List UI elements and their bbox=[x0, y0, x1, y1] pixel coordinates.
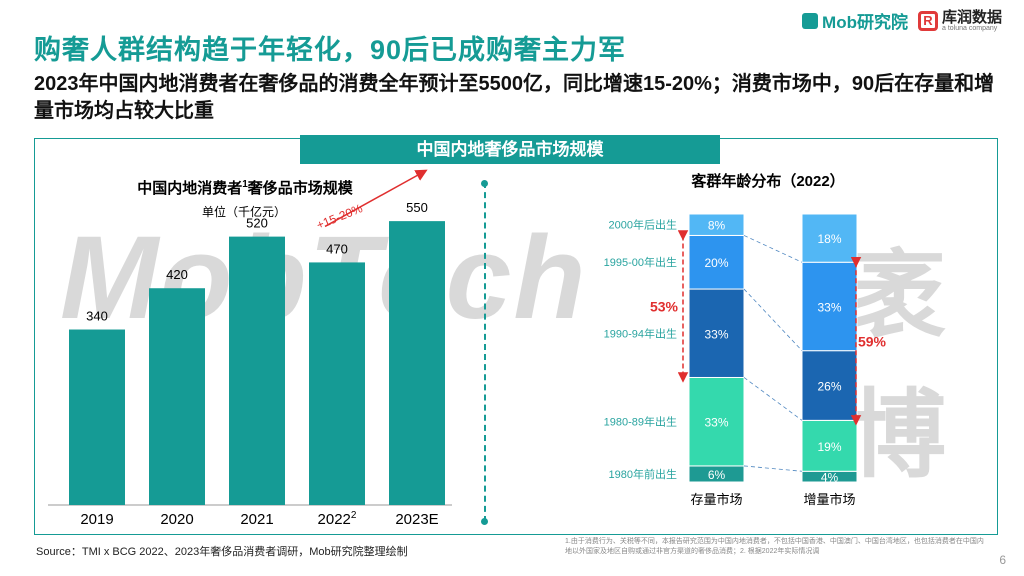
kuxun-logo: R 库润数据 a toluna company bbox=[917, 8, 1002, 32]
segment-connector bbox=[743, 377, 803, 421]
segment-value-label: 33% bbox=[704, 327, 728, 341]
x-tick-label: 2019 bbox=[80, 511, 113, 528]
page-subtitle: 2023年中国内地消费者在奢侈品的消费全年预计至5500亿，同比增速15-20%… bbox=[34, 73, 995, 122]
stack-category-label: 存量市场 bbox=[690, 492, 742, 507]
bar-2019 bbox=[69, 329, 125, 505]
bar-value-label: 520 bbox=[246, 216, 268, 231]
x-tick-label: 2023E bbox=[395, 511, 438, 528]
mob-logo: Mob研究院 bbox=[802, 8, 908, 33]
footnote: 1.由于消费行为、关税等不同，本报告研究范围为中国内地消费者，不包括中国香港、中… bbox=[565, 538, 984, 555]
page-number: 6 bbox=[999, 553, 1006, 567]
x-tick-label: 20222 bbox=[318, 510, 357, 528]
kuxun-logo-cn: 库润数据 bbox=[941, 8, 1002, 26]
segment-value-label: 33% bbox=[817, 300, 841, 314]
stacked-chart-title: 客群年龄分布（2022） bbox=[690, 172, 844, 190]
x-tick-label: 2021 bbox=[240, 511, 273, 528]
bar-2022 bbox=[309, 262, 365, 505]
segment-value-label: 26% bbox=[817, 380, 841, 394]
panel-title: 中国内地奢侈品市场规模 bbox=[300, 135, 720, 164]
segment-connector bbox=[743, 465, 803, 472]
page-title: 购奢人群结构趋于年轻化，90后已成购奢主力军 bbox=[34, 35, 627, 65]
panel-divider bbox=[484, 182, 486, 522]
logo-group: Mob研究院 R 库润数据 a toluna company bbox=[802, 8, 1002, 33]
age-segment-label: 1995-00年出生 bbox=[604, 255, 677, 269]
stack-category-label: 增量市场 bbox=[803, 492, 855, 507]
segment-value-label: 4% bbox=[821, 471, 839, 485]
segment-value-label: 20% bbox=[704, 256, 728, 270]
bar-chart-unit: 单位（千亿元） bbox=[202, 204, 286, 219]
growth-arrow bbox=[324, 169, 428, 228]
segment-connector bbox=[743, 235, 803, 263]
stack-segment bbox=[801, 213, 858, 263]
mob-logo-text: Mob研究院 bbox=[822, 13, 908, 32]
stack-segment bbox=[688, 288, 745, 378]
age-distribution-chart: 客群年龄分布（2022） 6% 33% 33% 20% 8% 存量市场 4% 19% 26% 33… bbox=[604, 172, 887, 507]
kuxun-logo-en: a toluna company bbox=[941, 24, 998, 32]
bracket-label-stock: 53% bbox=[650, 298, 679, 314]
divider-dot-top bbox=[481, 180, 488, 187]
bar-2021 bbox=[229, 236, 285, 505]
segment-value-label: 8% bbox=[708, 219, 726, 233]
stack-segment bbox=[688, 376, 745, 467]
bracket-label-incremental: 59% bbox=[858, 333, 887, 349]
bar-chart-title: 中国内地消费者1奢侈品市场规模 bbox=[137, 179, 354, 197]
divider-dot-bottom bbox=[481, 518, 488, 525]
x-tick-label: 2020 bbox=[160, 511, 193, 528]
bar-value-label: 550 bbox=[406, 200, 428, 215]
age-segment-label: 1980-89年出生 bbox=[604, 415, 677, 429]
segment-connector bbox=[743, 288, 803, 351]
mob-logo-icon bbox=[802, 12, 819, 29]
segment-value-label: 33% bbox=[704, 416, 728, 430]
age-segment-label: 1990-94年出生 bbox=[604, 326, 677, 340]
bar-value-label: 420 bbox=[166, 267, 188, 282]
age-segment-label: 2000年后出生 bbox=[609, 218, 677, 232]
segment-value-label: 18% bbox=[817, 232, 841, 246]
growth-label: +15-20% bbox=[314, 201, 364, 232]
market-size-chart: 中国内地消费者1奢侈品市场规模 单位（千亿元） 340 2019 420 2020 52… bbox=[48, 169, 452, 528]
bar-2020 bbox=[149, 288, 205, 505]
segment-value-label: 19% bbox=[817, 440, 841, 454]
watermark-cn: 袤博 bbox=[850, 243, 946, 489]
bar-value-label: 470 bbox=[326, 241, 348, 256]
stack-segment bbox=[801, 419, 858, 472]
source-note: Source：TMI x BCG 2022、2023年奢侈品消费者调研，Mob研… bbox=[36, 546, 408, 558]
age-segment-label: 1980年前出生 bbox=[609, 467, 677, 481]
kuxun-logo-icon: R bbox=[917, 10, 938, 31]
bar-2023E bbox=[389, 221, 445, 505]
stack-segment bbox=[688, 213, 745, 236]
bar-value-label: 340 bbox=[86, 309, 108, 324]
segment-value-label: 6% bbox=[708, 468, 726, 482]
